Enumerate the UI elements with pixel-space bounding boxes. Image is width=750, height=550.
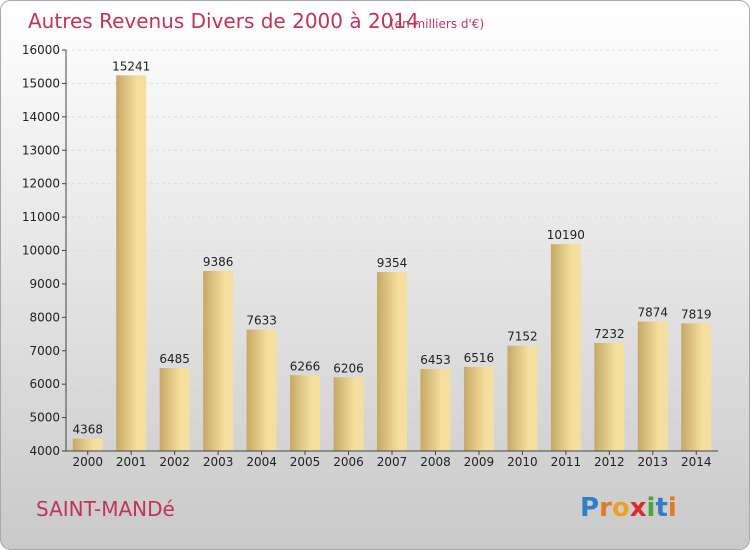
x-tick-label-2008: 2008 — [420, 455, 451, 469]
value-label-2005: 6266 — [290, 359, 321, 373]
bar-2008 — [420, 369, 451, 451]
bar-2006 — [333, 377, 364, 451]
x-tick-label-2002: 2002 — [159, 455, 190, 469]
y-axis: 4000 5000 6000 7000 8000 9000 10000 11000 12000 1… — [22, 43, 67, 458]
value-label-2003: 9386 — [203, 255, 234, 269]
bar-2007 — [377, 272, 407, 451]
bar-2002 — [159, 367, 190, 451]
chart-title: Autres Revenus Divers de 2000 à 2014 — [28, 9, 419, 33]
y-tick-label: 8000 — [29, 310, 60, 324]
value-label-2011: 10190 — [547, 228, 585, 242]
logo-letter: i — [647, 493, 656, 523]
y-tick-label: 6000 — [29, 377, 60, 391]
x-tick-label-2009: 2009 — [464, 455, 495, 469]
value-label-2007: 9354 — [377, 256, 408, 270]
bar-2010 — [507, 345, 538, 451]
y-tick-label: 15000 — [22, 76, 60, 90]
x-tick-label-2011: 2011 — [551, 455, 582, 469]
x-tick-label-2007: 2007 — [377, 455, 408, 469]
x-axis: 2000 2001 2002 2003 2004 2005 2006 2007 2008 2009… — [66, 450, 718, 469]
y-tick-label: 12000 — [22, 177, 60, 191]
value-label-2008: 6453 — [420, 353, 451, 367]
value-label-2000: 4368 — [72, 423, 103, 437]
logo-letter: i — [668, 493, 677, 523]
y-tick-label: 10000 — [22, 244, 60, 258]
value-label-2002: 6485 — [159, 352, 190, 366]
bar-2012 — [594, 342, 625, 451]
proxiti-logo: Proxiti — [580, 493, 677, 523]
bar-2005 — [290, 375, 321, 451]
y-tick-label: 5000 — [29, 411, 60, 425]
y-tick-label: 11000 — [22, 210, 60, 224]
bar-2003 — [203, 271, 234, 451]
logo-letter: o — [612, 493, 630, 523]
city-name: SAINT-MANDé — [36, 497, 175, 521]
x-tick-label-2004: 2004 — [246, 455, 277, 469]
bar-2013 — [637, 321, 668, 451]
logo-letter: P — [580, 493, 599, 523]
x-tick-label-2010: 2010 — [507, 455, 538, 469]
value-labels: 4368 15241 6485 9386 7633 6266 6206 9354 6453 651… — [72, 59, 711, 436]
bars — [72, 75, 712, 451]
value-label-2001: 15241 — [112, 59, 150, 73]
bar-2004 — [246, 329, 277, 451]
x-tick-label-2001: 2001 — [116, 455, 147, 469]
y-tick-label: 9000 — [29, 277, 60, 291]
bar-2014 — [681, 323, 712, 451]
chart-subtitle: (en milliers d'€) — [390, 17, 484, 31]
x-tick-label-2000: 2000 — [72, 455, 103, 469]
x-tick-label-2013: 2013 — [638, 455, 669, 469]
x-tick-label-2006: 2006 — [333, 455, 364, 469]
logo-letter: t — [655, 493, 667, 523]
y-tick-label: 7000 — [29, 344, 60, 358]
value-label-2014: 7819 — [681, 307, 712, 321]
value-label-2013: 7874 — [638, 306, 669, 320]
logo-letter: x — [630, 493, 647, 523]
x-tick-label-2014: 2014 — [681, 455, 712, 469]
bar-2009 — [463, 366, 494, 451]
value-label-2006: 6206 — [333, 361, 364, 375]
value-label-2012: 7232 — [594, 327, 625, 341]
value-label-2009: 6516 — [464, 351, 495, 365]
bar-2001 — [116, 75, 147, 451]
bar-2011 — [550, 244, 581, 451]
y-tick-label: 4000 — [29, 444, 60, 458]
value-label-2004: 7633 — [246, 314, 277, 328]
y-tick-label: 13000 — [22, 143, 60, 157]
y-tick-label: 16000 — [22, 43, 60, 57]
logo-letter: r — [599, 493, 612, 523]
x-tick-label-2012: 2012 — [594, 455, 625, 469]
value-label-2010: 7152 — [507, 330, 538, 344]
bar-2000 — [72, 438, 103, 451]
x-tick-label-2003: 2003 — [203, 455, 234, 469]
y-tick-label: 14000 — [22, 110, 60, 124]
x-tick-label-2005: 2005 — [290, 455, 321, 469]
